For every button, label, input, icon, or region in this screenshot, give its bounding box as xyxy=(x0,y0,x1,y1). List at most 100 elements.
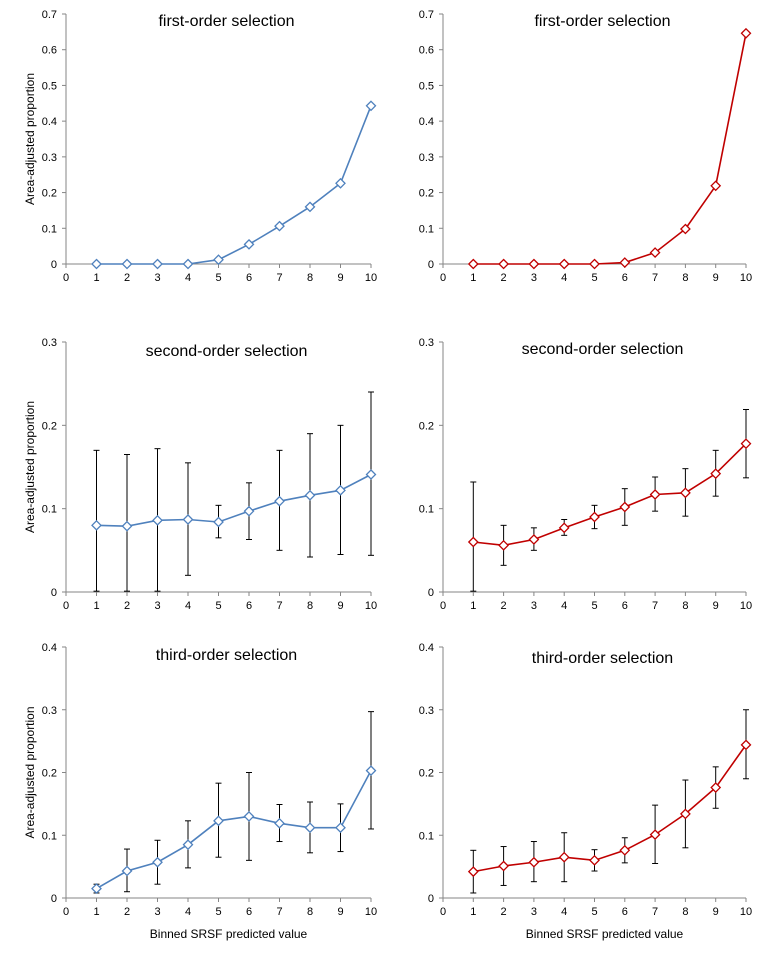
data-point-marker xyxy=(213,815,224,827)
data-point-marker xyxy=(467,536,479,548)
x-tick-label: 10 xyxy=(365,906,377,918)
x-tick-label: 8 xyxy=(682,906,688,918)
data-point-marker xyxy=(335,177,346,189)
data-point-marker xyxy=(498,860,510,872)
x-tick-label: 2 xyxy=(501,906,507,918)
y-tick-label: 0.1 xyxy=(419,830,434,842)
data-point-marker xyxy=(740,438,752,450)
x-tick-label: 5 xyxy=(215,906,221,918)
data-point-marker xyxy=(304,822,316,834)
x-tick-label: 4 xyxy=(185,272,191,284)
x-tick-label: 1 xyxy=(93,906,99,918)
y-tick-label: 0.3 xyxy=(419,705,434,717)
chart-panel-first-order-left: 0 0.1 0.2 0.3 0.4 0.5 0.6 0.7 0 1 2 3 4 5 6 7 8 9 10 first-… xyxy=(23,9,377,284)
y-tick-label: 0.3 xyxy=(42,152,57,164)
x-tick-label: 0 xyxy=(440,906,446,918)
x-tick-label: 10 xyxy=(365,600,377,612)
y-tick-label: 0.1 xyxy=(419,504,434,516)
x-tick-label: 1 xyxy=(470,272,476,284)
x-tick-label: 5 xyxy=(215,272,221,284)
y-tick-label: 0.7 xyxy=(419,9,434,21)
y-tick-label: 0.5 xyxy=(42,80,57,92)
data-point-marker xyxy=(498,258,510,270)
data-point-marker xyxy=(213,516,224,528)
x-tick-label: 0 xyxy=(440,272,446,284)
x-tick-label: 1 xyxy=(470,600,476,612)
data-point-marker xyxy=(528,856,540,868)
x-tick-label: 8 xyxy=(307,272,313,284)
y-tick-label: 0 xyxy=(428,259,434,271)
x-tick-label: 4 xyxy=(185,600,191,612)
data-point-marker xyxy=(558,522,570,534)
y-tick-label: 0.4 xyxy=(42,642,57,654)
x-axis-title: Binned SRSF predicted value xyxy=(150,927,308,941)
y-tick-label: 0.1 xyxy=(42,830,57,842)
x-tick-label: 3 xyxy=(154,600,160,612)
x-tick-label: 9 xyxy=(713,906,719,918)
data-point-marker xyxy=(558,851,570,863)
x-tick-label: 8 xyxy=(682,600,688,612)
x-tick-label: 2 xyxy=(501,272,507,284)
data-point-marker xyxy=(589,854,600,866)
data-point-marker xyxy=(274,495,285,507)
x-tick-label: 7 xyxy=(652,906,658,918)
chart-title: first-order selection xyxy=(534,13,670,30)
x-tick-label: 5 xyxy=(215,600,221,612)
y-tick-label: 0.4 xyxy=(419,642,434,654)
y-axis-title: Area-adjusted proportion xyxy=(23,73,37,205)
x-tick-label: 6 xyxy=(622,906,628,918)
x-tick-label: 9 xyxy=(713,600,719,612)
x-tick-label: 6 xyxy=(246,906,252,918)
y-tick-label: 0.6 xyxy=(42,45,57,57)
data-point-marker xyxy=(710,180,722,192)
y-tick-label: 0.1 xyxy=(42,504,57,516)
x-tick-label: 9 xyxy=(337,272,343,284)
y-tick-label: 0.3 xyxy=(42,337,57,349)
data-point-marker xyxy=(243,505,255,517)
chart-title: third-order selection xyxy=(532,650,673,667)
data-point-marker xyxy=(619,501,631,513)
x-tick-label: 1 xyxy=(470,906,476,918)
y-tick-label: 0.2 xyxy=(419,420,434,432)
y-tick-label: 0.3 xyxy=(419,152,434,164)
y-tick-label: 0.2 xyxy=(42,420,57,432)
y-tick-label: 0.2 xyxy=(42,188,57,200)
y-tick-label: 0.4 xyxy=(42,116,57,128)
data-point-marker xyxy=(365,765,377,777)
x-tick-label: 6 xyxy=(622,600,628,612)
chart-title: second-order selection xyxy=(522,341,684,358)
x-tick-label: 3 xyxy=(531,600,537,612)
x-tick-label: 5 xyxy=(591,906,597,918)
y-tick-label: 0 xyxy=(51,587,57,599)
x-tick-label: 5 xyxy=(591,272,597,284)
chart-panel-second-order-left: 0 0.1 0.2 0.3 0 1 2 3 4 5 6 7 8 9 10 second-order selec… xyxy=(23,337,377,612)
x-tick-label: 7 xyxy=(652,600,658,612)
data-point-marker xyxy=(274,220,285,232)
data-point-marker xyxy=(304,201,316,213)
x-tick-label: 2 xyxy=(124,600,130,612)
x-tick-label: 4 xyxy=(561,600,567,612)
data-point-marker xyxy=(589,258,600,270)
x-tick-label: 1 xyxy=(93,600,99,612)
x-tick-label: 10 xyxy=(740,272,752,284)
x-tick-label: 6 xyxy=(622,272,628,284)
x-tick-label: 4 xyxy=(561,272,567,284)
chart-title: first-order selection xyxy=(158,13,294,30)
chart-title: second-order selection xyxy=(146,343,308,360)
data-point-marker xyxy=(243,811,255,822)
x-tick-label: 0 xyxy=(63,272,69,284)
y-tick-label: 0.1 xyxy=(42,223,57,235)
y-tick-label: 0.7 xyxy=(42,9,57,21)
data-point-marker xyxy=(274,817,285,829)
data-point-marker xyxy=(91,883,102,895)
x-axis-title: Binned SRSF predicted value xyxy=(526,927,684,941)
x-tick-label: 7 xyxy=(652,272,658,284)
x-tick-label: 6 xyxy=(246,600,252,612)
data-point-marker xyxy=(740,27,752,39)
data-point-marker xyxy=(589,511,600,523)
chart-panel-third-order-right: 0 0.1 0.2 0.3 0.4 0 1 2 3 4 5 6 7 8 9 10 third-order sel… xyxy=(419,642,752,941)
x-tick-label: 8 xyxy=(307,600,313,612)
data-point-marker xyxy=(213,254,224,266)
data-point-marker xyxy=(740,739,752,751)
y-tick-label: 0.6 xyxy=(419,45,434,57)
